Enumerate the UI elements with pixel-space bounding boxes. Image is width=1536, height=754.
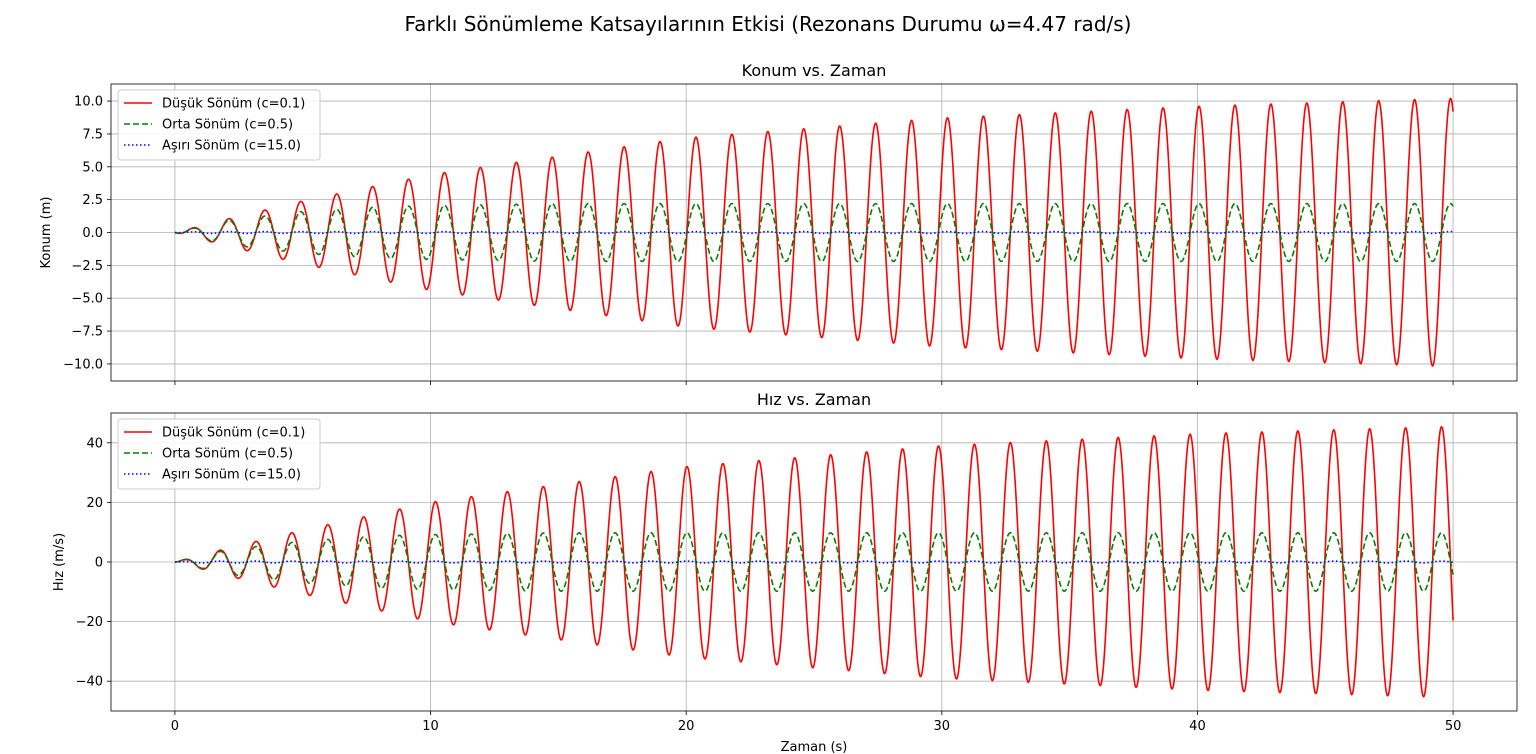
x-tick-label: 20 — [678, 719, 695, 734]
series-line-0 — [174, 425, 1454, 698]
x-tick-label: 50 — [1445, 719, 1462, 734]
legend-box — [117, 89, 321, 161]
y-tick-label: 20 — [86, 496, 103, 511]
series-line-1 — [174, 531, 1454, 593]
y-tick-label: −40 — [76, 675, 103, 690]
legend-label-1: Orta Sönüm (c=0.5) — [162, 447, 293, 462]
axes-title: Konum vs. Zaman — [742, 61, 887, 80]
y-tick-label: 7.5 — [82, 127, 103, 142]
x-axis-label: Zaman (s) — [781, 740, 848, 754]
legend-box — [117, 418, 321, 490]
legend-label-0: Düşük Sönüm (c=0.1) — [162, 97, 305, 112]
x-tick-label: 30 — [934, 719, 951, 734]
legend-label-2: Aşırı Sönüm (c=15.0) — [162, 468, 301, 483]
x-tick-label: 40 — [1189, 719, 1206, 734]
series-line-1 — [174, 202, 1454, 263]
velocity-axes: 0 10 20 30 40 50 40 20 0 −20 −40 Hız vs. Zaman Hız (… — [52, 390, 1518, 754]
y-tick-label: 0.0 — [82, 226, 103, 241]
legend-label-0: Düşük Sönüm (c=0.1) — [162, 426, 305, 441]
x-tick-label: 0 — [171, 719, 179, 734]
position-axes: 10.0 7.5 5.0 2.5 0.0 −2.5 −5.0 −7.5 −10.0 Konum v… — [39, 61, 1518, 385]
y-tick-label: −10.0 — [63, 357, 103, 372]
axes-title: Hız vs. Zaman — [757, 390, 871, 409]
y-tick-label: 0 — [95, 556, 103, 571]
y-axis-label: Hız (m/s) — [52, 533, 67, 591]
y-tick-label: 5.0 — [82, 160, 103, 175]
y-tick-label: −2.5 — [71, 259, 103, 274]
series-line-0 — [174, 97, 1454, 367]
y-tick-label: 10.0 — [74, 95, 103, 110]
y-tick-label: −7.5 — [71, 325, 103, 340]
y-tick-label: 2.5 — [82, 193, 103, 208]
legend-label-2: Aşırı Sönüm (c=15.0) — [162, 139, 301, 154]
legend-label-1: Orta Sönüm (c=0.5) — [162, 118, 293, 133]
y-axis-label: Konum (m) — [39, 197, 54, 269]
figure-title: Farklı Sönümleme Katsayılarının Etkisi (… — [405, 12, 1132, 36]
y-tick-label: −20 — [76, 615, 103, 630]
y-tick-label: 40 — [86, 436, 103, 451]
y-tick-label: −5.0 — [71, 292, 103, 307]
x-tick-label: 10 — [422, 719, 439, 734]
